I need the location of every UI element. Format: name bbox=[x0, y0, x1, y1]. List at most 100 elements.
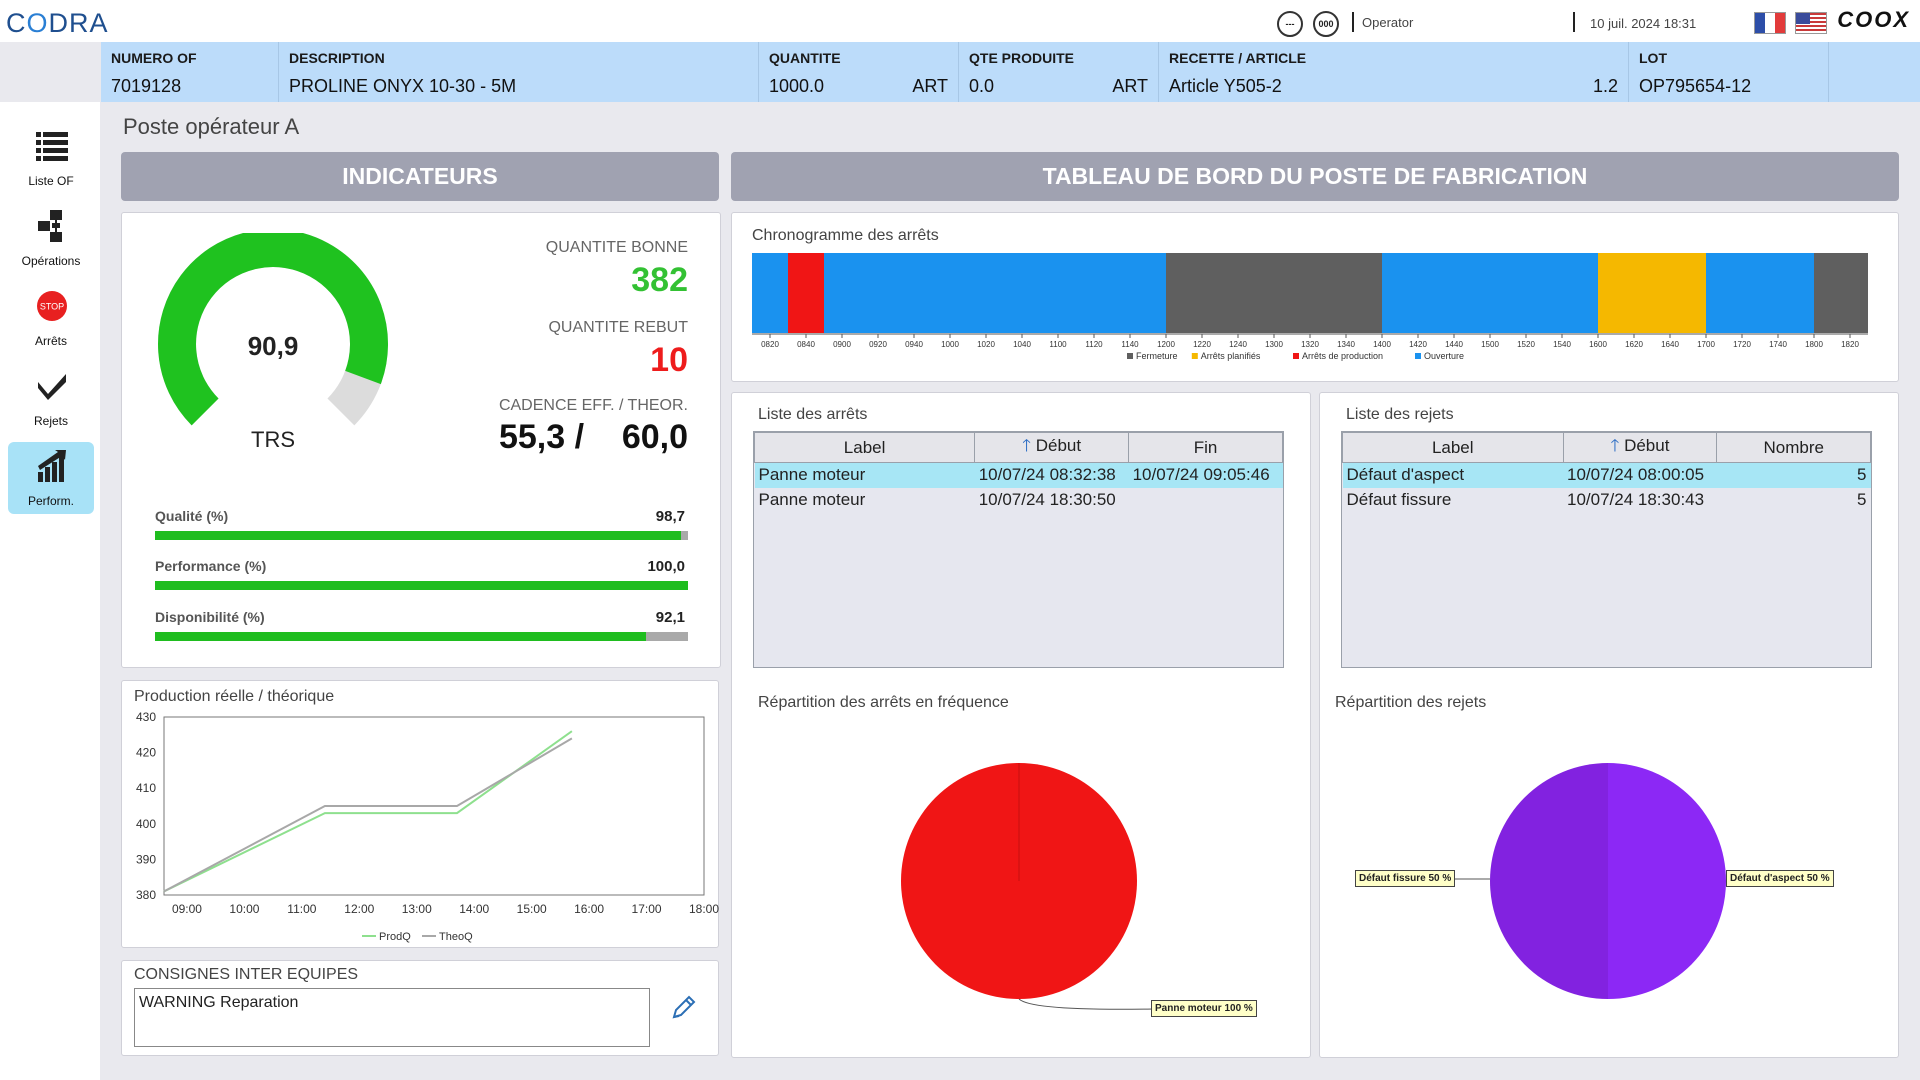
svg-text:STOP: STOP bbox=[40, 302, 64, 312]
top-bar: CODRA --- 000 Operator 10 juil. 2024 18:… bbox=[0, 0, 1920, 42]
trs-gauge bbox=[158, 233, 388, 426]
qualite-value: 98,7 bbox=[655, 508, 685, 525]
header-cell-numero-of: NUMERO OF 7019128 bbox=[101, 42, 279, 102]
col-fin[interactable]: Fin bbox=[1128, 432, 1283, 463]
x-tick-label: 15:00 bbox=[517, 902, 547, 916]
rejets-pie-chart bbox=[1453, 763, 1726, 999]
y-tick-label: 380 bbox=[136, 888, 156, 902]
pie-label-defaut-fissure: Défaut fissure 50 % bbox=[1355, 870, 1456, 887]
date-time: 10 juil. 2024 18:31 bbox=[1590, 16, 1697, 31]
cadence-value: 55,3 / 60,0 bbox=[498, 418, 688, 456]
y-tick-label: 430 bbox=[136, 710, 156, 724]
x-tick-label: 13:00 bbox=[402, 902, 432, 916]
stop-icon: STOP bbox=[37, 291, 67, 321]
timeline-segment bbox=[1166, 253, 1382, 333]
flag-france-icon[interactable] bbox=[1754, 12, 1786, 34]
quantite-bonne-value: 382 bbox=[631, 261, 688, 299]
qualite-bar bbox=[155, 531, 688, 540]
timeline-tick-label: 1540 bbox=[1553, 340, 1571, 349]
qualite-bar-fill bbox=[155, 531, 682, 540]
legend-label: Fermeture bbox=[1136, 351, 1178, 361]
header-cell-qte-produite: QTE PRODUITE 0.0 ART bbox=[959, 42, 1159, 102]
sidebar-item-rejets[interactable]: Rejets bbox=[8, 362, 94, 434]
legend-swatch bbox=[1127, 353, 1133, 359]
sidebar-item-perform[interactable]: Perform. bbox=[8, 442, 94, 514]
trs-value: 90,9 bbox=[247, 331, 299, 361]
arrets-pie-title: Répartition des arrêts en fréquence bbox=[758, 694, 1009, 711]
rejets-title: Liste des rejets bbox=[1346, 406, 1454, 423]
counter-status-icon[interactable]: 000 bbox=[1313, 11, 1339, 37]
disponibilite-bar bbox=[155, 632, 688, 641]
timeline-tick-label: 1320 bbox=[1301, 340, 1319, 349]
codra-logo: CODRA bbox=[6, 8, 109, 38]
legend-label: Ouverture bbox=[1424, 351, 1464, 361]
x-tick-label: 16:00 bbox=[574, 902, 604, 916]
rejets-table: Label 🡑 Début Nombre Défaut d'aspect 10/… bbox=[1342, 432, 1871, 513]
timeline-tick-label: 1040 bbox=[1013, 340, 1031, 349]
timeline-tick-label: 1400 bbox=[1373, 340, 1391, 349]
table-row[interactable]: Défaut d'aspect 10/07/24 08:00:05 5 bbox=[1342, 462, 1871, 488]
header-cell-lot: LOT OP795654-12 bbox=[1629, 42, 1829, 102]
sidebar-item-arrets[interactable]: STOP Arrêts bbox=[8, 282, 94, 354]
col-debut[interactable]: 🡑 Début bbox=[1562, 432, 1718, 463]
sidebar-item-operations[interactable]: Opérations bbox=[8, 202, 94, 274]
timeline-tick-label: 1020 bbox=[977, 340, 995, 349]
consignes-title: CONSIGNES INTER EQUIPES bbox=[134, 966, 359, 983]
legend-label: TheoQ bbox=[439, 931, 473, 943]
arrets-table: Label 🡑 Début Fin Panne moteur 10/07/24 … bbox=[753, 432, 1283, 513]
x-tick-label: 14:00 bbox=[459, 902, 489, 916]
sidebar-item-liste-of[interactable]: Liste OF bbox=[8, 122, 94, 194]
user-name[interactable]: Operator bbox=[1362, 15, 1414, 30]
table-row[interactable]: Panne moteur 10/07/24 18:30:50 bbox=[758, 490, 1116, 509]
performance-bar bbox=[155, 581, 688, 590]
timeline-tick-label: 1120 bbox=[1085, 340, 1103, 349]
x-tick-label: 09:00 bbox=[172, 902, 202, 916]
x-tick-label: 11:00 bbox=[287, 902, 316, 916]
flag-usa-icon[interactable] bbox=[1795, 12, 1827, 34]
cadence-label: CADENCE EFF. / THEOR. bbox=[498, 397, 688, 414]
consignes-textarea[interactable]: WARNING Reparation bbox=[134, 988, 650, 1047]
table-row[interactable]: Panne moteur 10/07/24 08:32:38 10/07/24 … bbox=[754, 462, 1283, 488]
dash-status-icon[interactable]: --- bbox=[1277, 11, 1303, 37]
col-nombre[interactable]: Nombre bbox=[1716, 432, 1871, 463]
y-tick-label: 410 bbox=[136, 781, 156, 795]
of-header: NUMERO OF 7019128 DESCRIPTION PROLINE ON… bbox=[101, 42, 1920, 102]
legend-swatch bbox=[1415, 353, 1421, 359]
separator bbox=[1352, 12, 1354, 32]
consignes-panel: CONSIGNES INTER EQUIPES WARNING Reparati… bbox=[121, 960, 719, 1056]
coox-brand-logo: COOX bbox=[1837, 7, 1910, 32]
y-tick-label: 390 bbox=[136, 852, 156, 866]
edit-pencil-icon[interactable] bbox=[670, 993, 698, 1021]
legend-swatch bbox=[1293, 353, 1299, 359]
header-cell-description: DESCRIPTION PROLINE ONYX 10-30 - 5M bbox=[279, 42, 759, 102]
timeline-tick-label: 1420 bbox=[1409, 340, 1427, 349]
list-icon bbox=[36, 132, 68, 161]
timeline-tick-label: 1220 bbox=[1193, 340, 1211, 349]
performance-bar-fill bbox=[155, 581, 688, 590]
dashboard-banner: TABLEAU DE BORD DU POSTE DE FABRICATION bbox=[731, 152, 1899, 201]
timeline-segment bbox=[1706, 253, 1814, 333]
col-label[interactable]: Label bbox=[1342, 432, 1564, 463]
trs-label: TRS bbox=[251, 427, 295, 452]
trs-gauge-fill bbox=[158, 233, 388, 426]
pie-slice bbox=[1490, 763, 1608, 999]
col-label[interactable]: Label bbox=[753, 432, 976, 463]
timeline-tick-label: 1100 bbox=[1049, 340, 1067, 349]
pie-leader-line bbox=[1018, 998, 1154, 1010]
quantite-bonne-label: QUANTITE BONNE bbox=[545, 239, 688, 256]
timeline-tick-label: 1200 bbox=[1157, 340, 1175, 349]
table-row[interactable]: Défaut fissure 10/07/24 18:30:43 5 bbox=[1346, 490, 1867, 509]
disponibilite-bar-fill bbox=[155, 632, 646, 641]
col-debut[interactable]: 🡑 Début bbox=[974, 432, 1130, 463]
y-tick-label: 420 bbox=[136, 746, 156, 760]
performance-value: 100,0 bbox=[647, 558, 685, 575]
rejets-pie-title: Répartition des rejets bbox=[1335, 694, 1487, 711]
pie-label-panne-moteur: Panne moteur 100 % bbox=[1151, 1000, 1257, 1017]
x-tick-label: 18:00 bbox=[689, 902, 719, 916]
arrets-pie-chart bbox=[901, 763, 1154, 1010]
timeline-tick-label: 1000 bbox=[941, 340, 959, 349]
rejets-panel: Liste des rejets Label 🡑 Début Nombre Dé… bbox=[1319, 392, 1899, 1058]
timeline-segment bbox=[1598, 253, 1706, 333]
timeline-tick-label: 1440 bbox=[1445, 340, 1463, 349]
arrets-panel: Liste des arrêts Label 🡑 Début Fin Panne… bbox=[731, 392, 1311, 1058]
